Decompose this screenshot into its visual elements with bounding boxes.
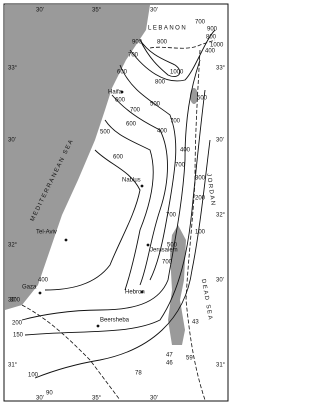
city-label: Haifa — [108, 90, 123, 96]
city-label: Gaza — [22, 285, 37, 291]
city-dot — [38, 291, 42, 295]
isohyet — [111, 94, 168, 286]
rainfall-map: LEBANON MEDITERRANEAN SEA JORDAN DEAD SE… — [3, 3, 229, 402]
isohyet-label: 46 — [166, 361, 173, 367]
city-dot — [96, 324, 100, 328]
city-dot — [64, 238, 68, 242]
isohyet-label: 90 — [46, 391, 53, 397]
city-label: Hebron — [125, 290, 145, 296]
isohyet-label: 700 — [162, 260, 173, 266]
isohyet — [139, 39, 181, 77]
isohyet — [44, 149, 141, 291]
isohyet-label: 400 — [157, 129, 168, 135]
grid-label: 35° — [92, 8, 102, 14]
city-dot — [146, 243, 150, 247]
grid-label: 30' — [36, 8, 44, 14]
city-label: Tel-Aviv — [36, 230, 57, 236]
border — [185, 49, 206, 401]
isohyet-label: 400 — [38, 278, 49, 284]
isohyet — [104, 119, 154, 291]
isohyet-label: 700 — [130, 108, 141, 114]
grid-label: 31° — [216, 363, 226, 369]
isohyet — [24, 89, 206, 336]
border — [149, 39, 216, 49]
region-label: LEBANON — [148, 26, 187, 32]
border — [21, 304, 121, 401]
isohyet-label: 800 — [157, 40, 168, 46]
city-label: Jerusalem — [150, 248, 178, 254]
grid-label: 30' — [216, 278, 224, 284]
isohyet-label: 300 — [10, 298, 21, 304]
grid-label: 32° — [8, 243, 18, 249]
isohyet — [21, 59, 201, 321]
isohyet-label: 1000 — [170, 70, 184, 76]
grid-label: 30' — [216, 138, 224, 144]
isohyet-label: 800 — [206, 35, 217, 41]
isohyet-label: 47 — [166, 353, 173, 359]
isohyet-label: 1000 — [210, 43, 224, 49]
city-dot — [140, 290, 144, 294]
sea-of-galilee — [190, 88, 198, 104]
city-dot — [120, 90, 124, 94]
city-dot — [140, 184, 144, 188]
isohyet-label: 59 — [186, 356, 193, 362]
isohyet-label: 800 — [155, 80, 166, 86]
grid-label: 33° — [216, 66, 226, 72]
isohyet-label: 500 — [150, 102, 161, 108]
isohyet-label: 700 — [195, 20, 206, 26]
isohyet-label: 200 — [195, 196, 206, 202]
isohyet-label: 700 — [175, 163, 186, 169]
isohyet — [119, 64, 177, 281]
isohyet-label: 78 — [135, 371, 142, 377]
isohyet-label: 600 — [113, 155, 124, 161]
isohyet-label: 700 — [170, 119, 181, 125]
isohyet-label: 600 — [115, 98, 126, 104]
grid-label: 30' — [150, 396, 158, 402]
sea — [5, 5, 150, 310]
grid-label: 31° — [8, 363, 18, 369]
grid-label: 32° — [216, 213, 226, 219]
isohyet-label: 200 — [12, 321, 23, 327]
grid-label: 35° — [92, 396, 102, 402]
isohyet-label: 300 — [195, 176, 206, 182]
city-label: Beersheba — [100, 318, 130, 324]
isohyet-label: 500 — [197, 96, 208, 102]
isohyet-label: 600 — [117, 70, 128, 76]
isohyet-label: 100 — [28, 373, 39, 379]
isohyet-label: 400 — [180, 148, 191, 154]
isohyet-label: 43 — [192, 320, 199, 326]
isohyets — [21, 29, 216, 379]
isohyet-label: 400 — [205, 49, 216, 55]
isohyet-label: 700 — [128, 53, 139, 59]
city-label: Nablus — [122, 178, 141, 184]
isohyet-label: 700 — [166, 213, 177, 219]
isohyet-label: 150 — [13, 333, 24, 339]
grid-label: 30' — [8, 138, 16, 144]
isohyet — [34, 139, 211, 379]
grid-label: 30' — [8, 298, 16, 304]
isohyet-label: 500 — [167, 243, 178, 249]
isohyet-label: 100 — [195, 230, 206, 236]
region-label: JORDAN — [205, 173, 216, 207]
grid-label: 30' — [150, 8, 158, 14]
isohyet-label: 900 — [207, 27, 218, 33]
grid-label: 30' — [36, 396, 44, 402]
grid-label: 33° — [8, 66, 18, 72]
isohyet — [129, 29, 216, 82]
isohyet-label: 600 — [126, 122, 137, 128]
isohyet-label: 500 — [100, 130, 111, 136]
isohyet-label: 900 — [132, 40, 143, 46]
